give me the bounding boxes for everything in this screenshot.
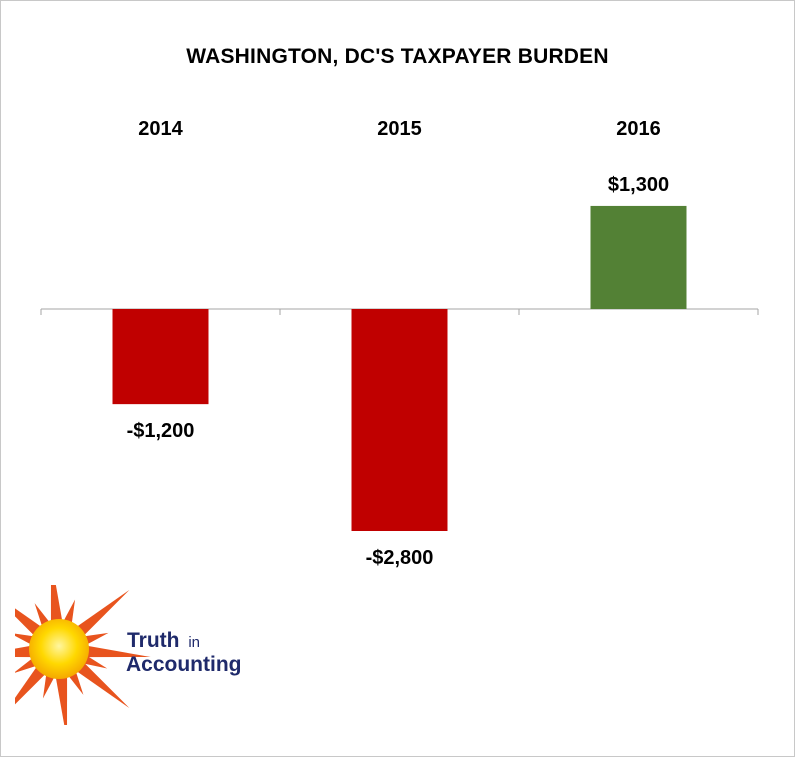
bar-2014 [112, 309, 209, 405]
bar-2015 [351, 309, 448, 531]
sun-ray [55, 672, 68, 725]
sun-ray [50, 585, 63, 626]
svg-text:Truth in: Truth in [127, 629, 200, 652]
logo-word-accounting: Accounting [126, 653, 242, 676]
truth-in-accounting-logo: Truth in Accounting [15, 585, 242, 725]
category-label-2015: 2015 [377, 118, 422, 140]
sun-ray [82, 645, 151, 658]
bar-2016 [590, 205, 687, 309]
data-label-2015: -$2,800 [366, 547, 434, 569]
category-label-2014: 2014 [138, 118, 183, 140]
data-label-2014: -$1,200 [127, 420, 195, 442]
sun-icon [29, 619, 89, 679]
logo-word-truth: Truth [127, 629, 180, 652]
sun-rays-icon [15, 585, 151, 725]
sun-ray [73, 659, 130, 709]
data-label-2016: $1,300 [608, 174, 669, 196]
category-label-2016: 2016 [616, 118, 661, 140]
sun-ray [15, 663, 49, 705]
chart-title: WASHINGTON, DC'S TAXPAYER BURDEN [186, 45, 609, 68]
logo-word-in: in [188, 634, 200, 651]
